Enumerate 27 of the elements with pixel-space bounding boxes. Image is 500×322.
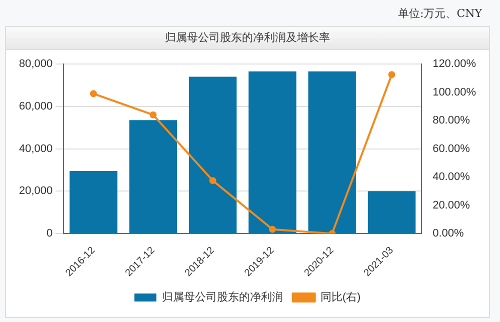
text: 单位:万元、CNY [398,6,482,21]
y2-tick-label: 100.00% [432,86,476,98]
bar [368,191,416,234]
y2-tick-label: 20.00% [432,199,470,212]
y2-tick-label: 0.00% [432,228,464,240]
bar [188,76,237,234]
bar [70,171,118,234]
point [90,90,97,98]
y-tick-label: 80,000 [18,58,53,70]
chart-title: 归属母公司股东的净利润及增长率 [6,27,489,50]
point [268,226,276,233]
bar [129,120,177,234]
y2-tick-label: 80.00% [432,114,470,127]
point [150,111,157,118]
bar [308,71,356,234]
point [209,177,216,184]
y2-tick-label: 120.00% [432,58,476,70]
y-tick-label: 20,000 [18,185,53,198]
bar [248,71,296,234]
legend-label: 同比(右) [320,290,361,304]
y-tick-label: 60,000 [18,100,53,112]
legend-label: 归属母公司股东的净利润 [162,290,283,304]
y-tick-label: 40,000 [18,142,53,155]
y2-tick-label: 40.00% [432,171,470,184]
y-tick-label: 0 [46,228,53,240]
y2-tick-label: 60.00% [432,142,470,155]
point [388,71,396,78]
